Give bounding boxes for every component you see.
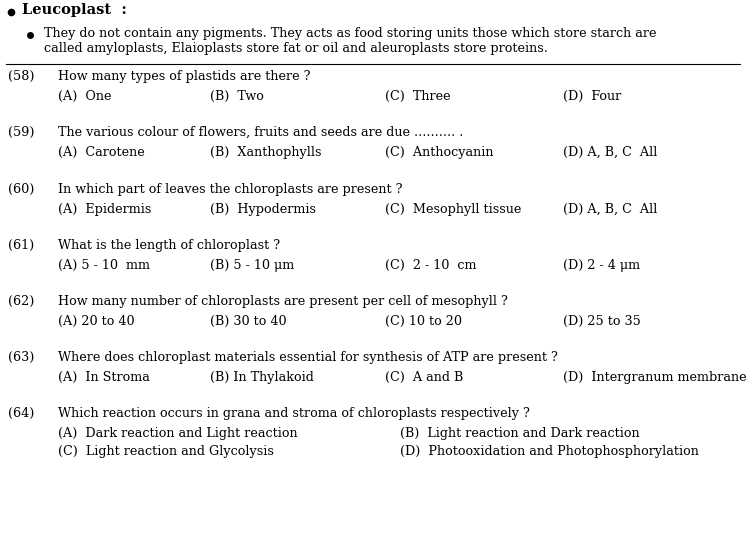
- Text: (C)  Anthocyanin: (C) Anthocyanin: [385, 146, 494, 159]
- Text: (D) 2 - 4 μm: (D) 2 - 4 μm: [563, 259, 640, 272]
- Text: (D)  Intergranum membrane: (D) Intergranum membrane: [563, 371, 746, 384]
- Text: (63): (63): [8, 351, 34, 364]
- Text: (A)  One: (A) One: [58, 90, 111, 103]
- Text: (B)  Hypodermis: (B) Hypodermis: [210, 203, 316, 216]
- Text: Leucoplast  :: Leucoplast :: [22, 3, 127, 17]
- Text: The various colour of flowers, fruits and seeds are due .......... .: The various colour of flowers, fruits an…: [58, 126, 463, 139]
- Text: (D)  Four: (D) Four: [563, 90, 621, 103]
- Text: (C) 10 to 20: (C) 10 to 20: [385, 315, 462, 328]
- Text: (A)  Epidermis: (A) Epidermis: [58, 203, 151, 216]
- Text: Which reaction occurs in grana and stroma of chloroplasts respectively ?: Which reaction occurs in grana and strom…: [58, 407, 530, 420]
- Text: (D) 25 to 35: (D) 25 to 35: [563, 315, 641, 328]
- Text: (62): (62): [8, 295, 34, 308]
- Text: called amyloplasts, Elaioplasts store fat or oil and aleuroplasts store proteins: called amyloplasts, Elaioplasts store fa…: [44, 42, 548, 55]
- Text: What is the length of chloroplast ?: What is the length of chloroplast ?: [58, 239, 280, 252]
- Text: (C)  2 - 10  cm: (C) 2 - 10 cm: [385, 259, 477, 272]
- Text: (B)  Two: (B) Two: [210, 90, 264, 103]
- Text: (60): (60): [8, 183, 34, 196]
- Text: (A) 5 - 10  mm: (A) 5 - 10 mm: [58, 259, 150, 272]
- Text: (B)  Light reaction and Dark reaction: (B) Light reaction and Dark reaction: [400, 427, 639, 440]
- Text: (B)  Xanthophylls: (B) Xanthophylls: [210, 146, 322, 159]
- Text: (D) A, B, C  All: (D) A, B, C All: [563, 203, 657, 216]
- Text: (A)  Carotene: (A) Carotene: [58, 146, 145, 159]
- Text: They do not contain any pigments. They acts as food storing units those which st: They do not contain any pigments. They a…: [44, 27, 656, 40]
- Text: (61): (61): [8, 239, 34, 252]
- Text: (C)  Mesophyll tissue: (C) Mesophyll tissue: [385, 203, 521, 216]
- Text: (A)  In Stroma: (A) In Stroma: [58, 371, 150, 384]
- Text: (B) 5 - 10 μm: (B) 5 - 10 μm: [210, 259, 294, 272]
- Text: (B) 30 to 40: (B) 30 to 40: [210, 315, 286, 328]
- Text: (59): (59): [8, 126, 34, 139]
- Text: (D) A, B, C  All: (D) A, B, C All: [563, 146, 657, 159]
- Text: (C)  A and B: (C) A and B: [385, 371, 463, 384]
- Text: How many number of chloroplasts are present per cell of mesophyll ?: How many number of chloroplasts are pres…: [58, 295, 508, 308]
- Text: (A)  Dark reaction and Light reaction: (A) Dark reaction and Light reaction: [58, 427, 298, 440]
- Text: (58): (58): [8, 70, 34, 83]
- Text: Where does chloroplast materials essential for synthesis of ATP are present ?: Where does chloroplast materials essenti…: [58, 351, 558, 364]
- Text: (C)  Three: (C) Three: [385, 90, 451, 103]
- Text: (64): (64): [8, 407, 34, 420]
- Text: (B) In Thylakoid: (B) In Thylakoid: [210, 371, 314, 384]
- Text: In which part of leaves the chloroplasts are present ?: In which part of leaves the chloroplasts…: [58, 183, 403, 196]
- Text: How many types of plastids are there ?: How many types of plastids are there ?: [58, 70, 310, 83]
- Text: (A) 20 to 40: (A) 20 to 40: [58, 315, 134, 328]
- Text: (D)  Photooxidation and Photophosphorylation: (D) Photooxidation and Photophosphorylat…: [400, 445, 699, 458]
- Text: (C)  Light reaction and Glycolysis: (C) Light reaction and Glycolysis: [58, 445, 274, 458]
